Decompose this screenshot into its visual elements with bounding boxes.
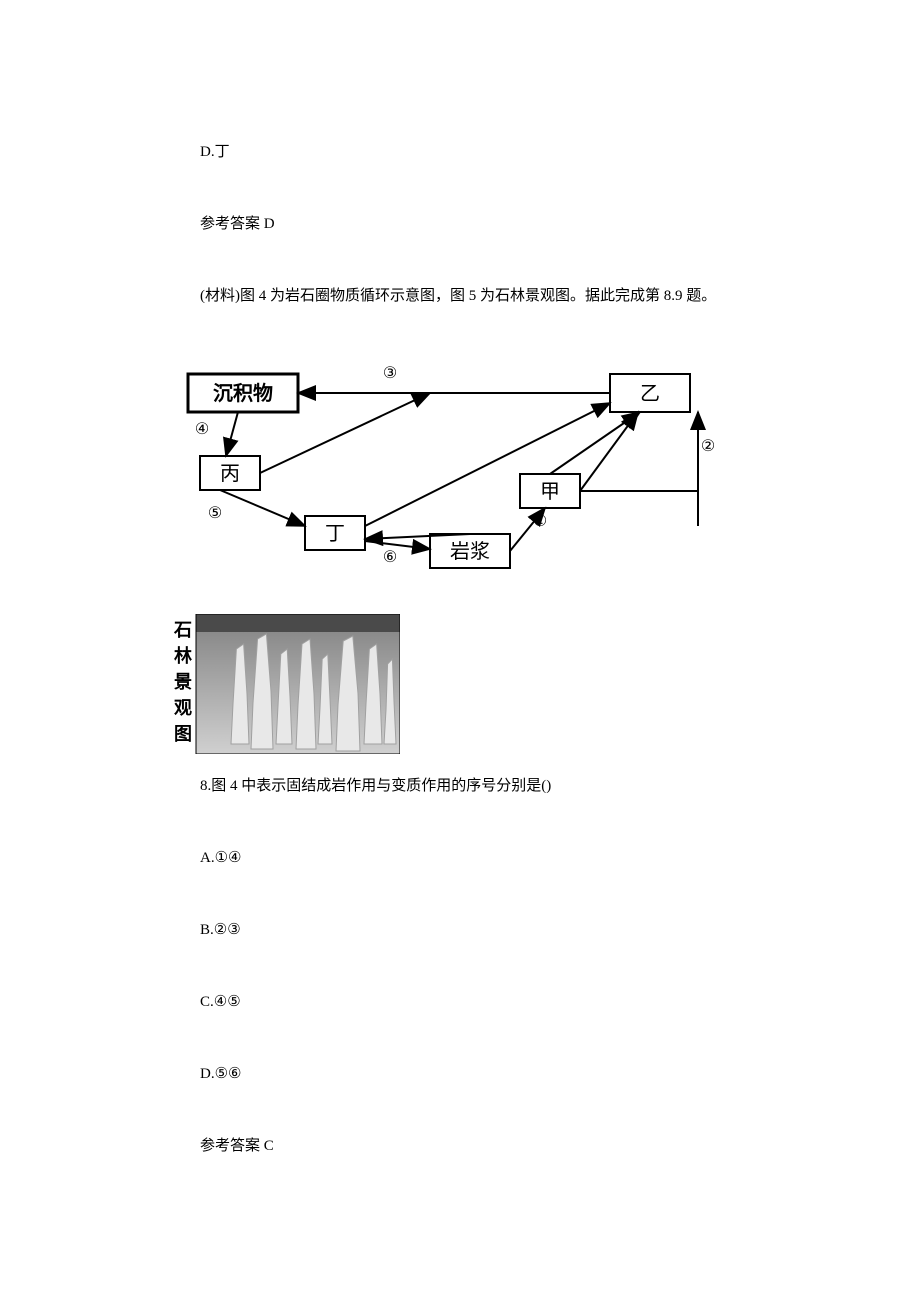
answer-text-2: 参考答案 C	[170, 1134, 750, 1158]
svg-text:①: ①	[533, 513, 547, 530]
svg-text:丁: 丁	[325, 523, 345, 545]
svg-text:沉积物: 沉积物	[213, 381, 273, 405]
question-8: 8.图 4 中表示固结成岩作用与变质作用的序号分别是()	[170, 774, 750, 798]
q8-option-b: B.②③	[170, 918, 750, 942]
answer-text-1: 参考答案 D	[170, 212, 750, 236]
svg-text:④: ④	[195, 421, 209, 438]
svg-text:②: ②	[701, 438, 715, 455]
svg-text:林: 林	[174, 645, 192, 666]
svg-text:图: 图	[174, 724, 192, 744]
q8-option-a: A.①④	[170, 846, 750, 870]
rock-cycle-diagram: 沉积物 乙丙甲丁岩浆 ③ ④ ⑤ ⑥ ① ②	[170, 356, 750, 584]
svg-text:甲: 甲	[540, 481, 560, 503]
material-intro: (材料)图 4 为岩石圈物质循环示意图，图 5 为石林景观图。据此完成第 8.9…	[170, 284, 750, 308]
svg-text:⑤: ⑤	[208, 505, 222, 522]
stone-forest-photo: 石林景观图	[170, 614, 750, 762]
svg-text:景: 景	[174, 672, 192, 692]
option-text: D.丁	[170, 140, 750, 164]
svg-text:观: 观	[174, 698, 192, 718]
svg-text:⑥: ⑥	[383, 549, 397, 566]
q8-option-d: D.⑤⑥	[170, 1062, 750, 1086]
svg-text:③: ③	[383, 365, 397, 382]
svg-text:岩浆: 岩浆	[450, 540, 490, 563]
svg-text:丙: 丙	[220, 463, 240, 485]
svg-text:乙: 乙	[640, 383, 660, 405]
svg-text:石: 石	[173, 620, 192, 640]
q8-option-c: C.④⑤	[170, 990, 750, 1014]
